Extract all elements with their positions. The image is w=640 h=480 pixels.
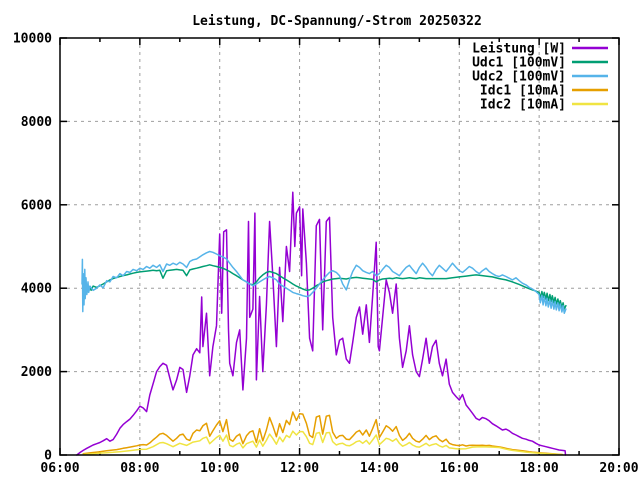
legend-label: Idc2 [10mA] — [480, 98, 566, 113]
series-line-idc2 — [82, 430, 564, 456]
plot-border — [59, 37, 620, 456]
x-tick-label: 16:00 — [440, 461, 479, 476]
y-axis-labels: 0 2000 4000 6000 8000 10000 — [13, 32, 52, 464]
x-tick-label: 06:00 — [40, 461, 79, 476]
series-line-idc1 — [82, 411, 564, 456]
y-tick-label: 8000 — [21, 115, 52, 130]
x-tick-label: 08:00 — [120, 461, 159, 476]
y-tick-label: 0 — [44, 449, 52, 464]
legend-label: Idc1 [10mA] — [480, 84, 566, 99]
x-tick-label: 14:00 — [360, 461, 399, 476]
legend-label: Leistung [W] — [472, 42, 566, 57]
series-line-udc1 — [85, 264, 567, 310]
legend-label: Udc1 [100mV] — [472, 56, 566, 71]
x-tick-label: 12:00 — [280, 461, 319, 476]
series-line-leistung — [76, 191, 567, 456]
legend: Leistung [W]Udc1 [100mV]Udc2 [100mV]Idc1… — [472, 42, 608, 113]
grid-lines — [60, 38, 619, 455]
x-tick-label: 10:00 — [200, 461, 239, 476]
y-tick-label: 10000 — [13, 32, 52, 47]
chart-title: Leistung, DC-Spannung/-Strom 20250322 — [192, 14, 482, 29]
series-line-udc2 — [81, 250, 567, 314]
y-tick-label: 2000 — [21, 365, 52, 380]
x-axis-labels: 06:00 08:00 10:00 12:00 14:00 16:00 18:00 20:00 — [40, 461, 638, 476]
series-lines — [76, 191, 567, 456]
legend-label: Udc2 [100mV] — [472, 70, 566, 85]
y-tick-label: 4000 — [21, 282, 52, 297]
y-tick-label: 6000 — [21, 198, 52, 213]
x-tick-label: 20:00 — [599, 461, 638, 476]
x-tick-label: 18:00 — [520, 461, 559, 476]
